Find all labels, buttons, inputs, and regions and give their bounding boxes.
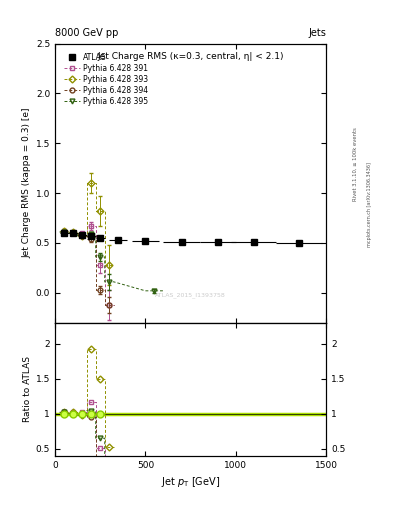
Text: Jets: Jets [309, 28, 326, 38]
Text: mcplots.cern.ch [arXiv:1306.3436]: mcplots.cern.ch [arXiv:1306.3436] [367, 162, 372, 247]
Y-axis label: Ratio to ATLAS: Ratio to ATLAS [23, 356, 31, 422]
Text: Rivet 3.1.10, ≥ 100k events: Rivet 3.1.10, ≥ 100k events [353, 127, 358, 201]
Text: Jet Charge RMS (κ=0.3, central, η| < 2.1): Jet Charge RMS (κ=0.3, central, η| < 2.1… [97, 52, 284, 61]
Legend: ATLAS, Pythia 6.428 391, Pythia 6.428 393, Pythia 6.428 394, Pythia 6.428 395: ATLAS, Pythia 6.428 391, Pythia 6.428 39… [64, 53, 148, 105]
Text: ATLAS_2015_I1393758: ATLAS_2015_I1393758 [155, 292, 226, 297]
Y-axis label: Jet Charge RMS (kappa = 0.3) [e]: Jet Charge RMS (kappa = 0.3) [e] [23, 108, 31, 259]
X-axis label: Jet $p_\mathrm{T}$ [GeV]: Jet $p_\mathrm{T}$ [GeV] [161, 475, 220, 489]
Text: 8000 GeV pp: 8000 GeV pp [55, 28, 118, 38]
